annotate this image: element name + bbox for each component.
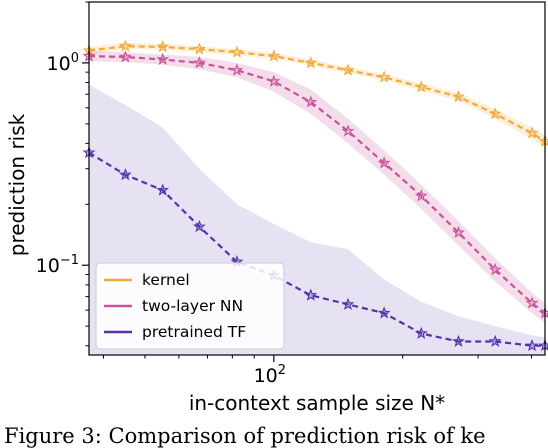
- data-point-pretrained-tf: [304, 288, 318, 301]
- data-point-kernel: [452, 90, 465, 103]
- data-point-two-layer-nn: [304, 95, 318, 108]
- series-line-two-layer-nn: [88, 55, 546, 314]
- data-point-two-layer-nn: [414, 189, 428, 202]
- data-point-two-layer-nn: [341, 124, 355, 137]
- data-point-kernel: [267, 49, 281, 62]
- series-lines: [88, 45, 546, 347]
- data-point-pretrained-tf: [377, 306, 391, 319]
- y-tick-label: 10−1: [36, 253, 79, 277]
- data-point-pretrained-tf: [488, 334, 502, 348]
- data-point-two-layer-nn: [452, 225, 465, 239]
- legend-label: two-layer NN: [142, 297, 243, 315]
- data-point-pretrained-tf: [341, 297, 355, 311]
- band-two-layer-nn: [89, 51, 545, 323]
- axis-ticks: 100 10−1 102: [36, 1, 533, 387]
- data-point-pretrained-tf: [414, 326, 428, 340]
- figure-caption: Figure 3: Comparison of prediction risk …: [4, 424, 486, 448]
- legend-label: pretrained TF: [142, 323, 246, 341]
- data-point-kernel: [341, 63, 355, 76]
- legend: kernel two-layer NN pretrained TF: [95, 262, 285, 350]
- data-point-kernel: [414, 80, 428, 93]
- x-tick-label: 102: [254, 363, 286, 387]
- data-point-two-layer-nn: [156, 52, 170, 65]
- data-point-kernel: [156, 40, 170, 53]
- y-axis-label: prediction risk: [5, 113, 29, 256]
- data-point-pretrained-tf: [156, 183, 170, 196]
- data-point-two-layer-nn: [230, 63, 244, 76]
- data-point-pretrained-tf: [118, 168, 132, 181]
- data-point-two-layer-nn: [192, 56, 206, 69]
- data-point-two-layer-nn: [377, 156, 391, 169]
- data-point-two-layer-nn: [267, 74, 281, 87]
- plot-frame: [88, 1, 546, 356]
- data-point-kernel: [192, 42, 206, 55]
- series-line-kernel: [88, 45, 546, 143]
- y-tick-label: 100: [47, 51, 79, 75]
- data-point-pretrained-tf: [451, 334, 465, 347]
- data-point-kernel: [488, 107, 502, 120]
- x-axis-label: in-context sample size N*: [189, 391, 445, 415]
- data-point-pretrained-tf: [192, 219, 206, 233]
- data-point-kernel: [377, 70, 391, 83]
- data-point-kernel: [118, 39, 132, 52]
- data-point-kernel: [525, 126, 539, 139]
- data-point-two-layer-nn: [525, 296, 539, 309]
- data-point-kernel: [230, 45, 244, 58]
- data-point-two-layer-nn: [488, 262, 502, 276]
- legend-label: kernel: [142, 271, 190, 289]
- data-point-kernel: [304, 56, 318, 69]
- legend-box: [95, 262, 285, 350]
- data-point-pretrained-tf: [525, 338, 539, 352]
- series-line-pretrained-tf: [88, 151, 545, 347]
- data-point-two-layer-nn: [118, 50, 132, 63]
